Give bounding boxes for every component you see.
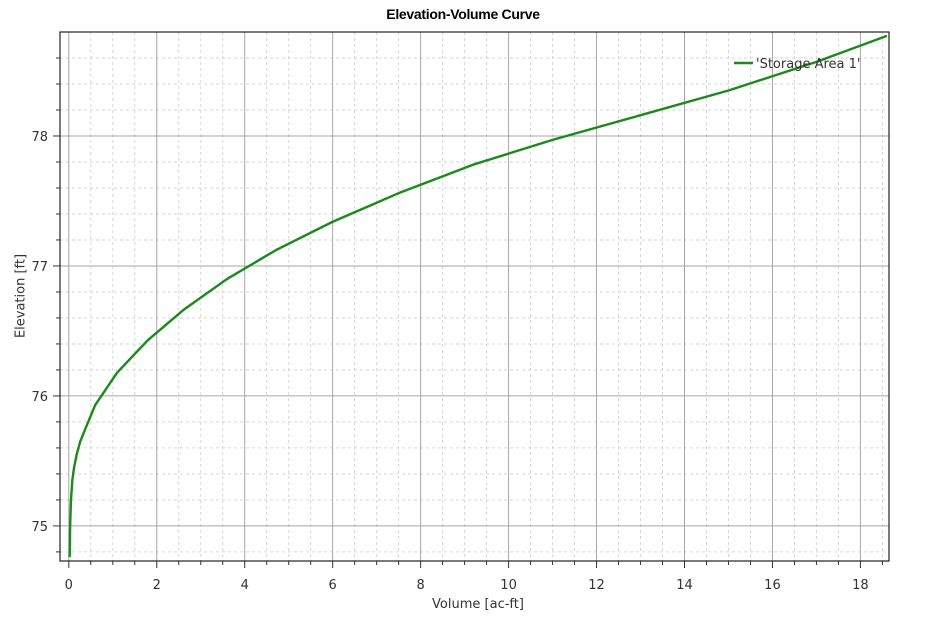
- x-tick-label: 14: [676, 578, 693, 593]
- x-tick-label: 4: [241, 578, 249, 593]
- major-gridlines: [60, 32, 889, 561]
- plot-frame: [59, 31, 890, 562]
- chart-title: Elevation-Volume Curve: [386, 6, 540, 22]
- x-tick-label: 0: [65, 578, 73, 593]
- x-tick-label: 2: [153, 578, 161, 593]
- x-tick-label: 8: [416, 578, 424, 593]
- x-tick-label: 6: [329, 578, 337, 593]
- series-lines: [68, 34, 888, 558]
- y-tick-label: 76: [31, 390, 48, 405]
- y-tick-label: 78: [31, 130, 48, 145]
- axes: [59, 31, 890, 562]
- x-tick-label: 16: [764, 578, 781, 593]
- y-axis-label: Elevation [ft]: [13, 253, 29, 339]
- legend-label: 'Storage Area 1': [756, 57, 860, 72]
- x-tick-label: 12: [588, 578, 605, 593]
- minor-gridlines: [60, 32, 889, 561]
- legend: 'Storage Area 1': [734, 57, 860, 72]
- series-line: [68, 34, 888, 558]
- x-tick-label: 18: [852, 578, 869, 593]
- x-axis-label: Volume [ac-ft]: [432, 597, 524, 612]
- tick-marks: [53, 57, 883, 568]
- y-tick-label: 77: [31, 260, 48, 275]
- tick-labels: 0 2 4 6 8 10 12 14 16 18 75 76 77 78: [31, 130, 868, 593]
- y-tick-label: 75: [31, 520, 48, 535]
- x-tick-label: 10: [500, 578, 517, 593]
